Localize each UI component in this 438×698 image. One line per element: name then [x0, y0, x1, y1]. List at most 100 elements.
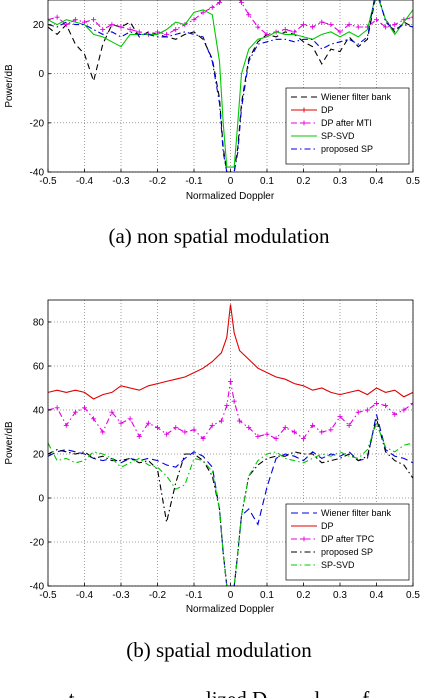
series-point: [72, 17, 78, 23]
series-point: [63, 22, 69, 28]
x-tick-label: -0.5: [39, 590, 57, 601]
legend-marker: [301, 120, 307, 126]
series-point: [54, 405, 60, 411]
series-point: [383, 24, 389, 30]
series-point: [255, 24, 261, 30]
series-point: [155, 425, 160, 431]
series-point: [346, 422, 352, 428]
series-point: [410, 400, 413, 406]
x-tick-label: 0.2: [297, 176, 311, 187]
series-line-2: [48, 304, 413, 400]
x-ticks-a: -0.5 -0.4 -0.3 -0.2 -0.1 0 0.1 0.2 0.3 0.4 0.5: [39, 169, 420, 187]
y-tick-label: -40: [30, 168, 45, 179]
series-point: [54, 14, 60, 20]
series-point: [282, 425, 288, 431]
legend-label: Wiener filter bank: [321, 508, 392, 518]
series-point: [164, 431, 170, 437]
x-tick-label: -0.1: [185, 590, 203, 601]
series-point: [218, 418, 224, 424]
series-point: [392, 411, 398, 417]
series-point: [91, 416, 97, 422]
legend-marker: [301, 107, 307, 113]
x-tick-label: 0.3: [333, 176, 347, 187]
x-tick-label: -0.2: [149, 590, 167, 601]
series-point: [337, 414, 343, 420]
bottom-cut-text: t lized D l f: [69, 687, 369, 698]
series-point: [301, 436, 306, 442]
series-point: [127, 26, 133, 32]
series-point: [328, 427, 334, 433]
series-line-4: [48, 0, 413, 168]
series-point: [383, 403, 389, 409]
series-point: [191, 427, 197, 433]
x-tick-label: -0.5: [39, 176, 57, 187]
y-tick-label: -20: [30, 538, 45, 549]
y-tick-label: 80: [33, 318, 45, 329]
legend-label: Wiener filter bank: [321, 92, 392, 102]
series-point: [136, 433, 142, 439]
series-point: [228, 378, 233, 384]
series-point: [238, 0, 244, 5]
series-point: [401, 407, 407, 413]
x-ticks-b: -0.5 -0.4 -0.3 -0.2 -0.1 0 0.1 0.2 0.3 0.4 0.5: [39, 583, 420, 601]
series-point: [127, 416, 133, 422]
series-point: [155, 29, 160, 35]
x-tick-label: 0.4: [370, 590, 384, 601]
x-axis-label-b: Normalized Doppler: [186, 604, 275, 615]
x-tick-label: -0.4: [76, 590, 94, 601]
legend-label: DP: [321, 521, 334, 531]
chart-non-spatial-modulation: -40 -20 0 20 -0.5 -0.4 -0.3 -0.2 -0.1 0 0.1 0.2 0.3…: [4, 0, 420, 202]
y-tick-label: 0: [38, 69, 44, 80]
legend-label: proposed SP: [321, 547, 373, 557]
x-tick-label: 0: [228, 176, 234, 187]
series-point: [237, 418, 243, 424]
series-point: [264, 31, 270, 37]
series-point: [100, 429, 106, 435]
series-point: [246, 12, 252, 18]
series-lines-b: [48, 304, 413, 586]
series-point: [118, 420, 124, 426]
series-line-5: [48, 0, 413, 172]
series-point: [173, 26, 179, 32]
x-tick-label: -0.2: [149, 176, 167, 187]
series-point: [209, 4, 215, 10]
legend-label: DP: [321, 105, 334, 115]
series-lines-a: [48, 0, 413, 172]
legend-label: SP-SVD: [321, 131, 355, 141]
series-point: [291, 29, 297, 35]
series-point: [346, 22, 352, 28]
series-point: [364, 407, 370, 413]
series-point: [355, 24, 361, 30]
series-point: [109, 22, 115, 28]
series-point: [374, 17, 379, 23]
series-point: [164, 31, 170, 37]
series-point: [246, 425, 252, 431]
series-point: [191, 17, 197, 23]
y-tick-label: 40: [33, 406, 45, 417]
x-tick-label: 0.1: [260, 176, 274, 187]
series-point: [224, 403, 230, 409]
x-tick-label: 0.5: [406, 176, 420, 187]
series-point: [410, 14, 413, 20]
y-tick-label: 60: [33, 362, 45, 373]
legend-label: DP after TPC: [321, 534, 375, 544]
x-tick-label: 0.2: [297, 590, 311, 601]
series-point: [310, 422, 316, 428]
legend-box: [285, 503, 410, 581]
chart-spatial-modulation: -40 -20 0 20 40 60 80 -0.5 -0.4 -0.3 -0.2 -0.1 0 0.1…: [4, 299, 420, 615]
y-tick-label: 0: [38, 494, 44, 505]
series-point: [319, 19, 325, 25]
series-point: [264, 431, 270, 437]
series-line-5: [48, 421, 413, 586]
x-tick-label: -0.3: [112, 590, 130, 601]
legend-label: SP-SVD: [321, 560, 355, 570]
x-tick-label: 0.5: [406, 590, 420, 601]
legend-box: [285, 87, 410, 165]
series-line-3: [48, 0, 413, 36]
series-point: [200, 9, 206, 15]
x-axis-label-a: Normalized Doppler: [186, 191, 275, 202]
series-point: [392, 22, 398, 28]
series-point: [145, 420, 151, 426]
y-tick-label: 20: [33, 450, 45, 461]
